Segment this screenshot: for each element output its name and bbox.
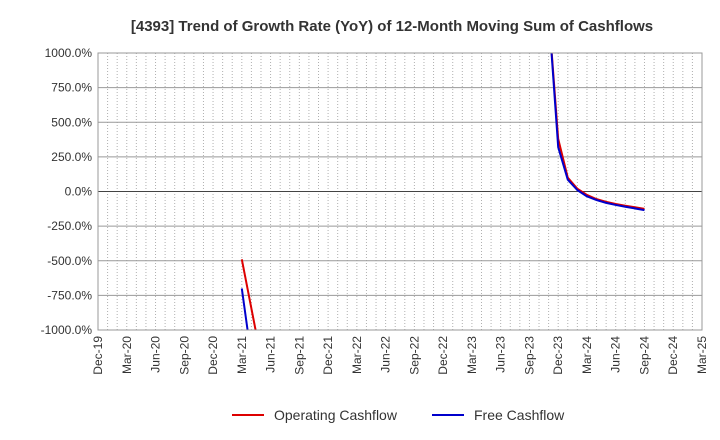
legend: Operating Cashflow Free Cashflow [232, 407, 565, 423]
x-tick-label: Dec-23 [551, 336, 565, 375]
x-tick-label: Dec-22 [436, 336, 450, 375]
series-lines [240, 53, 645, 330]
x-tick-label: Sep-24 [637, 336, 651, 375]
x-tick-label: Jun-20 [149, 336, 163, 373]
x-axis: Dec-19 Mar-20 Jun-20 Sep-20 Dec-20 Mar-21 Jun-… [91, 336, 709, 375]
x-tick-label: Dec-19 [91, 336, 105, 375]
x-tick-label: Mar-25 [695, 336, 709, 374]
x-tick-label: Mar-22 [350, 336, 364, 374]
y-tick-label: 750.0% [51, 81, 92, 95]
y-tick-label: 1000.0% [45, 46, 93, 60]
y-tick-label: 500.0% [51, 115, 92, 129]
series-line-free-cashflow [240, 288, 249, 330]
x-tick-label: Sep-20 [177, 336, 191, 375]
series-line-free-cashflow [550, 53, 645, 212]
x-tick-label: Sep-21 [292, 336, 306, 375]
series-line-operating-cashflow [240, 259, 257, 330]
x-tick-label: Dec-24 [666, 336, 680, 375]
y-axis: 1000.0% 750.0% 500.0% 250.0% 0.0% -250.0% -500… [41, 46, 93, 337]
x-tick-label: Mar-24 [580, 336, 594, 374]
x-tick-label: Mar-23 [465, 336, 479, 374]
x-tick-label: Jun-21 [264, 336, 278, 373]
plot-frame [97, 52, 703, 331]
chart-title: [4393] Trend of Growth Rate (YoY) of 12-… [131, 18, 653, 35]
x-tick-label: Sep-22 [407, 336, 421, 375]
y-tick-label: 250.0% [51, 150, 92, 164]
x-tick-label: Jun-23 [494, 336, 508, 373]
grid [98, 52, 702, 331]
y-tick-label: -500.0% [47, 254, 92, 268]
y-tick-label: 0.0% [65, 185, 93, 199]
x-tick-label: Dec-20 [206, 336, 220, 375]
legend-label-operating-cashflow: Operating Cashflow [274, 407, 398, 423]
legend-label-free-cashflow: Free Cashflow [474, 407, 565, 423]
x-tick-label: Jun-24 [609, 336, 623, 373]
x-tick-label: Sep-23 [522, 336, 536, 375]
x-tick-label: Jun-22 [379, 336, 393, 373]
y-tick-label: -750.0% [47, 288, 92, 302]
x-tick-label: Mar-20 [120, 336, 134, 374]
x-tick-label: Mar-21 [235, 336, 249, 374]
x-tick-label: Dec-21 [321, 336, 335, 375]
y-tick-label: -250.0% [47, 219, 92, 233]
y-tick-label: -1000.0% [41, 323, 93, 337]
